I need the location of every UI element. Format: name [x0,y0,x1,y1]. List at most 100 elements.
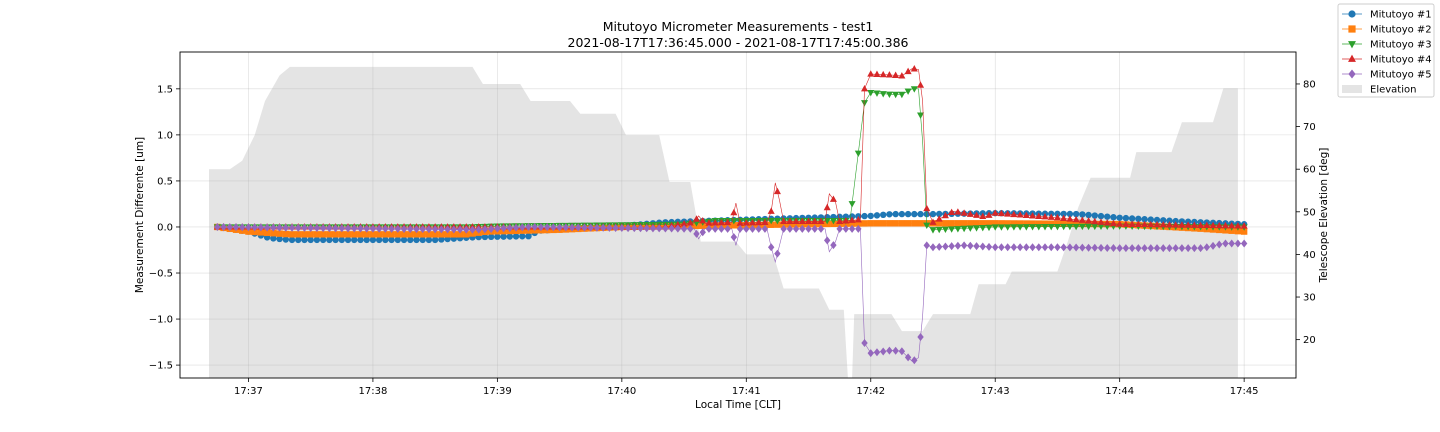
data-point [481,233,489,241]
data-point [270,235,277,242]
data-point [276,230,283,237]
data-point [407,225,414,234]
data-point [941,211,949,219]
data-point [1047,213,1055,220]
data-point [997,224,1005,231]
data-point [307,231,314,238]
y-tick-label: 1.0 [157,130,173,141]
data-point [867,89,875,97]
data-point [319,224,327,233]
data-point [811,224,818,233]
data-point [606,223,613,232]
data-point [444,231,451,238]
data-point [425,231,433,238]
data-point [960,209,968,216]
data-point [357,236,364,244]
data-point [954,208,962,215]
data-point [456,231,464,238]
data-point [270,223,277,232]
data-point [941,226,949,234]
data-point [904,210,912,218]
data-point [873,348,881,357]
data-point [842,224,850,233]
data-point [655,224,663,233]
data-point [1166,217,1173,224]
x-axis: 17:37 17:38 17:39 17:40 17:41 17:42 17:43 17:44… [234,378,1259,397]
data-point [966,210,974,217]
data-point [767,221,775,228]
data-point [792,224,800,233]
data-point [1085,243,1092,252]
data-point [1066,243,1074,252]
data-point [1097,212,1105,220]
data-point [717,218,725,226]
legend: Mitutoyo #1 Mitutoyo #2 Mitutoyo #3 Mitutoy… [1337,3,1435,98]
data-point [431,231,439,238]
data-point [761,218,769,225]
data-point [724,218,732,226]
data-point [568,223,576,232]
data-point [1010,243,1018,252]
data-point [973,225,981,232]
data-point [880,347,887,356]
data-point [780,221,787,228]
data-point [1004,243,1011,252]
data-point [295,223,302,232]
data-point [500,224,507,233]
data-point [1160,244,1167,253]
data-point [711,224,719,233]
data-point [886,211,893,218]
x-tick-label: 17:44 [1105,386,1134,397]
data-point [419,225,426,234]
data-point [1091,223,1099,231]
data-point [512,233,520,240]
data-point [1072,223,1080,231]
data-point [780,224,787,233]
data-point [929,210,937,218]
data-point [1215,221,1223,229]
data-point [767,243,775,252]
data-point [637,224,644,233]
data-point [388,224,395,233]
data-point [842,217,850,224]
data-point [904,220,912,227]
data-point [979,220,986,227]
data-point [861,339,868,348]
data-point [344,236,352,244]
data-point [1228,227,1235,234]
data-point [998,220,1005,227]
y2-tick-label: 40 [1303,250,1316,261]
data-point [936,242,943,251]
data-point [1016,220,1024,227]
data-point [456,225,464,234]
data-point [692,215,701,222]
data-point [332,231,339,238]
data-point [263,229,271,237]
plot-frame [179,51,1297,379]
data-point [506,233,514,240]
elevation-area [209,66,1238,379]
data-point [1066,215,1074,222]
data-point [338,236,345,244]
data-point [705,224,713,233]
data-point [985,242,993,251]
data-point [288,236,296,244]
data-point [313,231,321,238]
data-point [1172,244,1179,253]
data-point [463,225,470,234]
data-point [1016,243,1024,252]
data-point [885,91,893,99]
data-point [1035,243,1042,252]
data-point [854,150,862,158]
data-point [351,236,358,244]
data-point [419,236,426,244]
data-point [1222,239,1229,248]
data-point [351,224,358,233]
legend-label: Mitutoyo #3 [1370,40,1432,51]
y-tick-label: 0.5 [157,176,173,187]
data-point [1197,244,1204,253]
data-point [382,224,389,233]
data-point [730,233,738,242]
data-point [718,224,725,233]
data-point [1091,212,1098,219]
